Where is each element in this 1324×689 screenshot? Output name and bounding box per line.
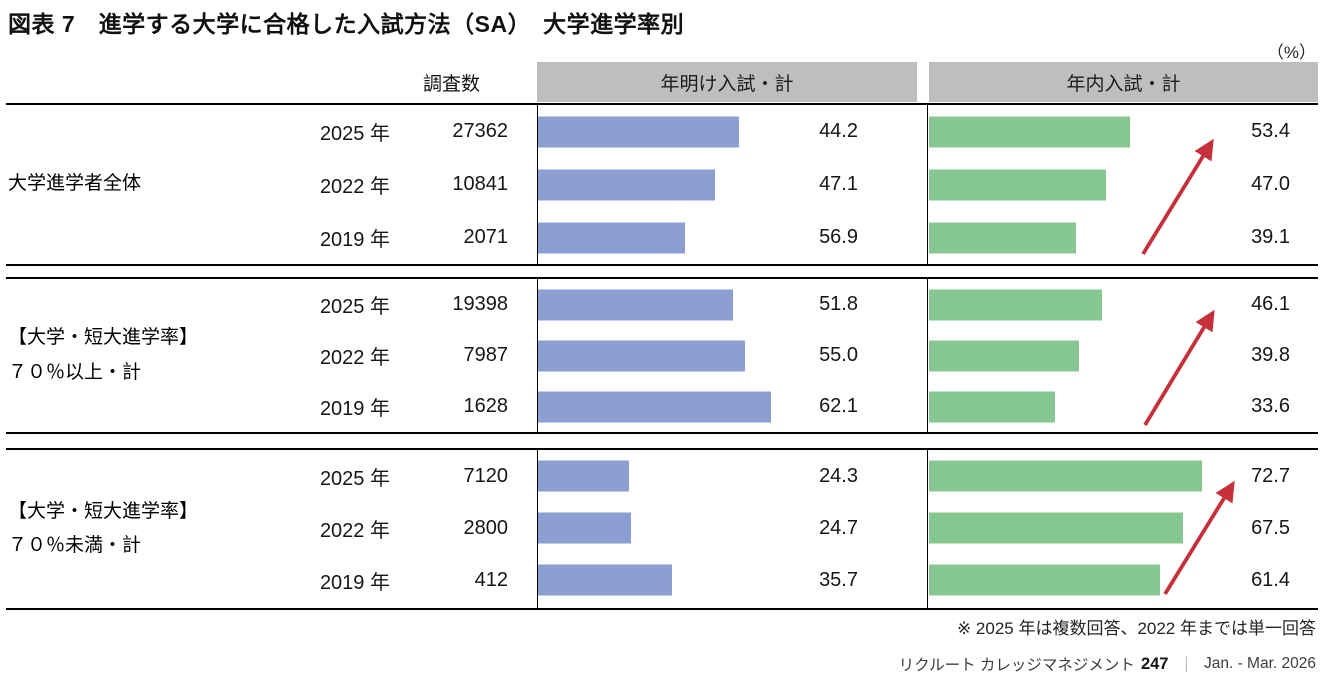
value-post-newyear: 55.0 — [819, 344, 858, 366]
group-label: 【大学・短大進学率】 ７０％以上・計 — [8, 279, 198, 432]
value-post-newyear: 56.9 — [819, 226, 858, 248]
sample-count: 412 — [474, 568, 508, 591]
value-within-year: 33.6 — [1251, 395, 1290, 417]
bar-within-year — [929, 512, 1183, 544]
column-divider — [927, 279, 928, 432]
bar-within-year — [929, 169, 1106, 200]
value-within-year: 72.7 — [1251, 464, 1290, 487]
column-divider — [927, 105, 928, 264]
column-divider — [537, 105, 538, 264]
bar-within-year — [929, 564, 1160, 596]
year-label: 2019 年 — [319, 398, 390, 420]
group-label-line1: 【大学・短大進学率】 — [8, 327, 199, 349]
bar-within-year — [929, 391, 1056, 422]
value-post-newyear: 62.1 — [819, 395, 858, 417]
bar-post-newyear — [538, 564, 673, 596]
value-post-newyear: 35.7 — [819, 568, 858, 591]
sample-count: 2071 — [463, 226, 509, 248]
bar-post-newyear — [538, 391, 772, 422]
bar-post-newyear — [538, 169, 715, 200]
bar-within-year — [929, 340, 1079, 371]
value-within-year: 39.1 — [1251, 226, 1290, 248]
data-row: 2022 年 7987 55.0 39.8 — [6, 330, 1318, 381]
group-label-line1: 大学進学者全体 — [8, 173, 142, 195]
value-within-year: 46.1 — [1251, 293, 1290, 315]
year-label: 2022 年 — [319, 347, 390, 369]
footer-separator: ｜ — [1178, 657, 1194, 674]
sample-count: 19398 — [452, 293, 508, 315]
year-label: 2022 年 — [319, 519, 390, 542]
data-row: 2025 年 19398 51.8 46.1 — [6, 279, 1318, 330]
value-within-year: 39.8 — [1251, 344, 1290, 366]
footer-brand: リクルート カレッジマネジメント — [898, 657, 1135, 674]
year-label: 2019 年 — [319, 229, 390, 251]
bar-post-newyear — [538, 460, 630, 492]
sample-count: 2800 — [463, 516, 509, 539]
value-within-year: 61.4 — [1251, 568, 1290, 591]
bar-post-newyear — [538, 116, 739, 147]
bar-within-year — [929, 116, 1130, 147]
value-post-newyear: 24.3 — [819, 464, 858, 487]
group-label: 大学進学者全体 — [8, 105, 141, 264]
footer-date: Jan. - Mar. 2026 — [1203, 655, 1316, 672]
data-row: 2019 年 412 35.7 61.4 — [6, 554, 1318, 606]
value-post-newyear: 44.2 — [819, 120, 858, 142]
column-header-survey-count: 調査数 — [422, 73, 480, 95]
group-label-line1: 【大学・短大進学率】 — [8, 500, 199, 522]
data-row: 2022 年 2800 24.7 67.5 — [6, 502, 1318, 554]
value-within-year: 47.0 — [1251, 173, 1290, 195]
data-row: 2019 年 1628 62.1 33.6 — [6, 381, 1318, 432]
value-post-newyear: 24.7 — [819, 516, 858, 539]
footer: リクルート カレッジマネジメント 247 ｜ Jan. - Mar. 2026 — [899, 653, 1316, 675]
column-header-within-year: 年内入試・計 — [929, 62, 1318, 102]
section-rate-under-70: 【大学・短大進学率】 ７０％未満・計 2025 年 7120 24.3 72.7 … — [6, 448, 1318, 610]
sample-count: 7987 — [463, 344, 509, 366]
data-row: 2025 年 7120 24.3 72.7 — [6, 450, 1318, 502]
column-divider — [537, 279, 538, 432]
footnote: ※ 2025 年は複数回答、2022 年までは単一回答 — [956, 619, 1316, 638]
section-rate-70-and-over: 【大学・短大進学率】 ７０％以上・計 2025 年 19398 51.8 46.1… — [6, 277, 1318, 434]
sample-count: 27362 — [452, 120, 508, 142]
bar-within-year — [929, 222, 1077, 253]
bar-within-year — [929, 460, 1203, 492]
bar-post-newyear — [538, 289, 733, 320]
section-all-students: 大学進学者全体 2025 年 27362 44.2 53.4 2022 年 10… — [6, 103, 1318, 266]
group-label-line2: ７０％未満・計 — [8, 535, 142, 556]
sample-count: 10841 — [452, 173, 508, 195]
bar-post-newyear — [538, 512, 631, 544]
year-label: 2025 年 — [319, 296, 390, 318]
value-post-newyear: 47.1 — [819, 173, 858, 195]
value-within-year: 53.4 — [1251, 120, 1290, 142]
year-label: 2019 年 — [319, 571, 390, 594]
bar-post-newyear — [538, 340, 745, 371]
year-label: 2025 年 — [319, 123, 390, 145]
footer-issue-number: 247 — [1140, 654, 1169, 673]
column-divider — [927, 450, 928, 608]
figure-title: 図表 7 進学する大学に合格した入試方法（SA） 大学進学率別 — [8, 11, 685, 37]
value-within-year: 67.5 — [1251, 516, 1290, 539]
column-header-post-newyear: 年明け入試・計 — [537, 62, 917, 102]
unit-label: （%） — [1266, 43, 1316, 62]
data-row: 2019 年 2071 56.9 39.1 — [6, 211, 1318, 264]
data-row: 2025 年 27362 44.2 53.4 — [6, 105, 1318, 158]
group-label: 【大学・短大進学率】 ７０％未満・計 — [8, 450, 198, 608]
bar-within-year — [929, 289, 1103, 320]
sample-count: 1628 — [463, 395, 509, 417]
value-post-newyear: 51.8 — [819, 293, 858, 315]
year-label: 2022 年 — [319, 176, 390, 198]
group-label-line2: ７０％以上・計 — [8, 361, 142, 383]
bar-post-newyear — [538, 222, 686, 253]
column-divider — [537, 450, 538, 608]
data-row: 2022 年 10841 47.1 47.0 — [6, 158, 1318, 211]
year-label: 2025 年 — [319, 467, 390, 490]
sample-count: 7120 — [463, 464, 509, 487]
